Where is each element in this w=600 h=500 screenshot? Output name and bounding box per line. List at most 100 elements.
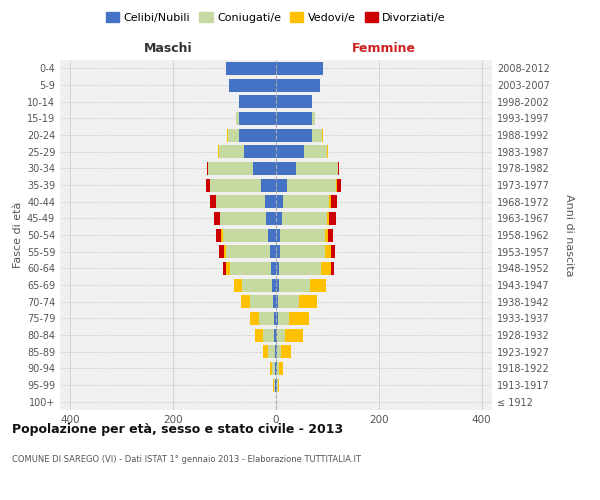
Bar: [310, 278, 326, 291]
Bar: [329, 212, 336, 225]
Bar: [276, 212, 282, 225]
Text: Maschi: Maschi: [143, 42, 193, 55]
Bar: [263, 328, 274, 342]
Bar: [276, 328, 277, 342]
Bar: [304, 145, 328, 158]
Bar: [221, 228, 223, 241]
Bar: [287, 178, 336, 192]
Bar: [236, 112, 239, 125]
Bar: [276, 145, 304, 158]
Bar: [223, 228, 268, 241]
Bar: [270, 245, 276, 258]
Bar: [281, 345, 292, 358]
Bar: [276, 62, 323, 75]
Bar: [239, 112, 276, 125]
Bar: [241, 295, 250, 308]
Bar: [325, 245, 331, 258]
Bar: [239, 95, 276, 108]
Bar: [230, 262, 271, 275]
Bar: [337, 178, 341, 192]
Bar: [331, 195, 337, 208]
Bar: [227, 128, 239, 141]
Bar: [276, 128, 312, 141]
Bar: [217, 228, 221, 241]
Bar: [296, 162, 338, 175]
Bar: [278, 378, 279, 392]
Bar: [226, 245, 270, 258]
Bar: [272, 362, 275, 375]
Bar: [274, 295, 276, 308]
Bar: [272, 278, 276, 291]
Bar: [280, 245, 325, 258]
Bar: [274, 328, 276, 342]
Bar: [299, 295, 317, 308]
Bar: [277, 362, 279, 375]
Bar: [278, 278, 310, 291]
Bar: [280, 228, 325, 241]
Bar: [216, 195, 265, 208]
Bar: [276, 245, 280, 258]
Bar: [276, 312, 278, 325]
Bar: [312, 112, 314, 125]
Bar: [279, 362, 283, 375]
Text: COMUNE DI SAREGO (VI) - Dati ISTAT 1° gennaio 2013 - Elaborazione TUTTITALIA.IT: COMUNE DI SAREGO (VI) - Dati ISTAT 1° ge…: [12, 455, 361, 464]
Bar: [260, 178, 276, 192]
Text: Popolazione per età, sesso e stato civile - 2013: Popolazione per età, sesso e stato civil…: [12, 422, 343, 436]
Bar: [266, 212, 276, 225]
Bar: [276, 278, 278, 291]
Bar: [322, 128, 323, 141]
Bar: [224, 245, 226, 258]
Bar: [331, 262, 334, 275]
Bar: [282, 212, 328, 225]
Bar: [220, 212, 266, 225]
Bar: [338, 162, 339, 175]
Bar: [276, 295, 278, 308]
Bar: [220, 245, 224, 258]
Bar: [277, 328, 285, 342]
Bar: [244, 145, 276, 158]
Bar: [278, 262, 321, 275]
Bar: [270, 362, 272, 375]
Bar: [277, 378, 278, 392]
Bar: [210, 178, 260, 192]
Bar: [271, 262, 276, 275]
Bar: [275, 345, 276, 358]
Bar: [336, 178, 337, 192]
Bar: [276, 162, 296, 175]
Bar: [268, 345, 275, 358]
Bar: [253, 162, 276, 175]
Bar: [218, 145, 220, 158]
Bar: [226, 262, 230, 275]
Bar: [239, 128, 276, 141]
Bar: [276, 112, 312, 125]
Bar: [274, 378, 275, 392]
Bar: [220, 145, 244, 158]
Bar: [277, 345, 281, 358]
Text: Femmine: Femmine: [352, 42, 416, 55]
Bar: [250, 295, 274, 308]
Bar: [274, 312, 276, 325]
Bar: [276, 262, 278, 275]
Bar: [321, 262, 331, 275]
Bar: [276, 345, 277, 358]
Bar: [289, 312, 310, 325]
Bar: [283, 195, 329, 208]
Bar: [234, 278, 242, 291]
Bar: [312, 128, 322, 141]
Y-axis label: Anni di nascita: Anni di nascita: [563, 194, 574, 276]
Bar: [265, 195, 276, 208]
Legend: Celibi/Nubili, Coniugati/e, Vedovi/e, Divorziati/e: Celibi/Nubili, Coniugati/e, Vedovi/e, Di…: [101, 8, 451, 28]
Bar: [285, 328, 303, 342]
Bar: [276, 78, 320, 92]
Bar: [328, 228, 333, 241]
Bar: [276, 195, 283, 208]
Bar: [278, 295, 299, 308]
Bar: [268, 228, 276, 241]
Bar: [209, 195, 216, 208]
Bar: [328, 212, 329, 225]
Bar: [329, 195, 331, 208]
Bar: [331, 245, 335, 258]
Bar: [229, 78, 276, 92]
Bar: [223, 262, 226, 275]
Bar: [242, 278, 272, 291]
